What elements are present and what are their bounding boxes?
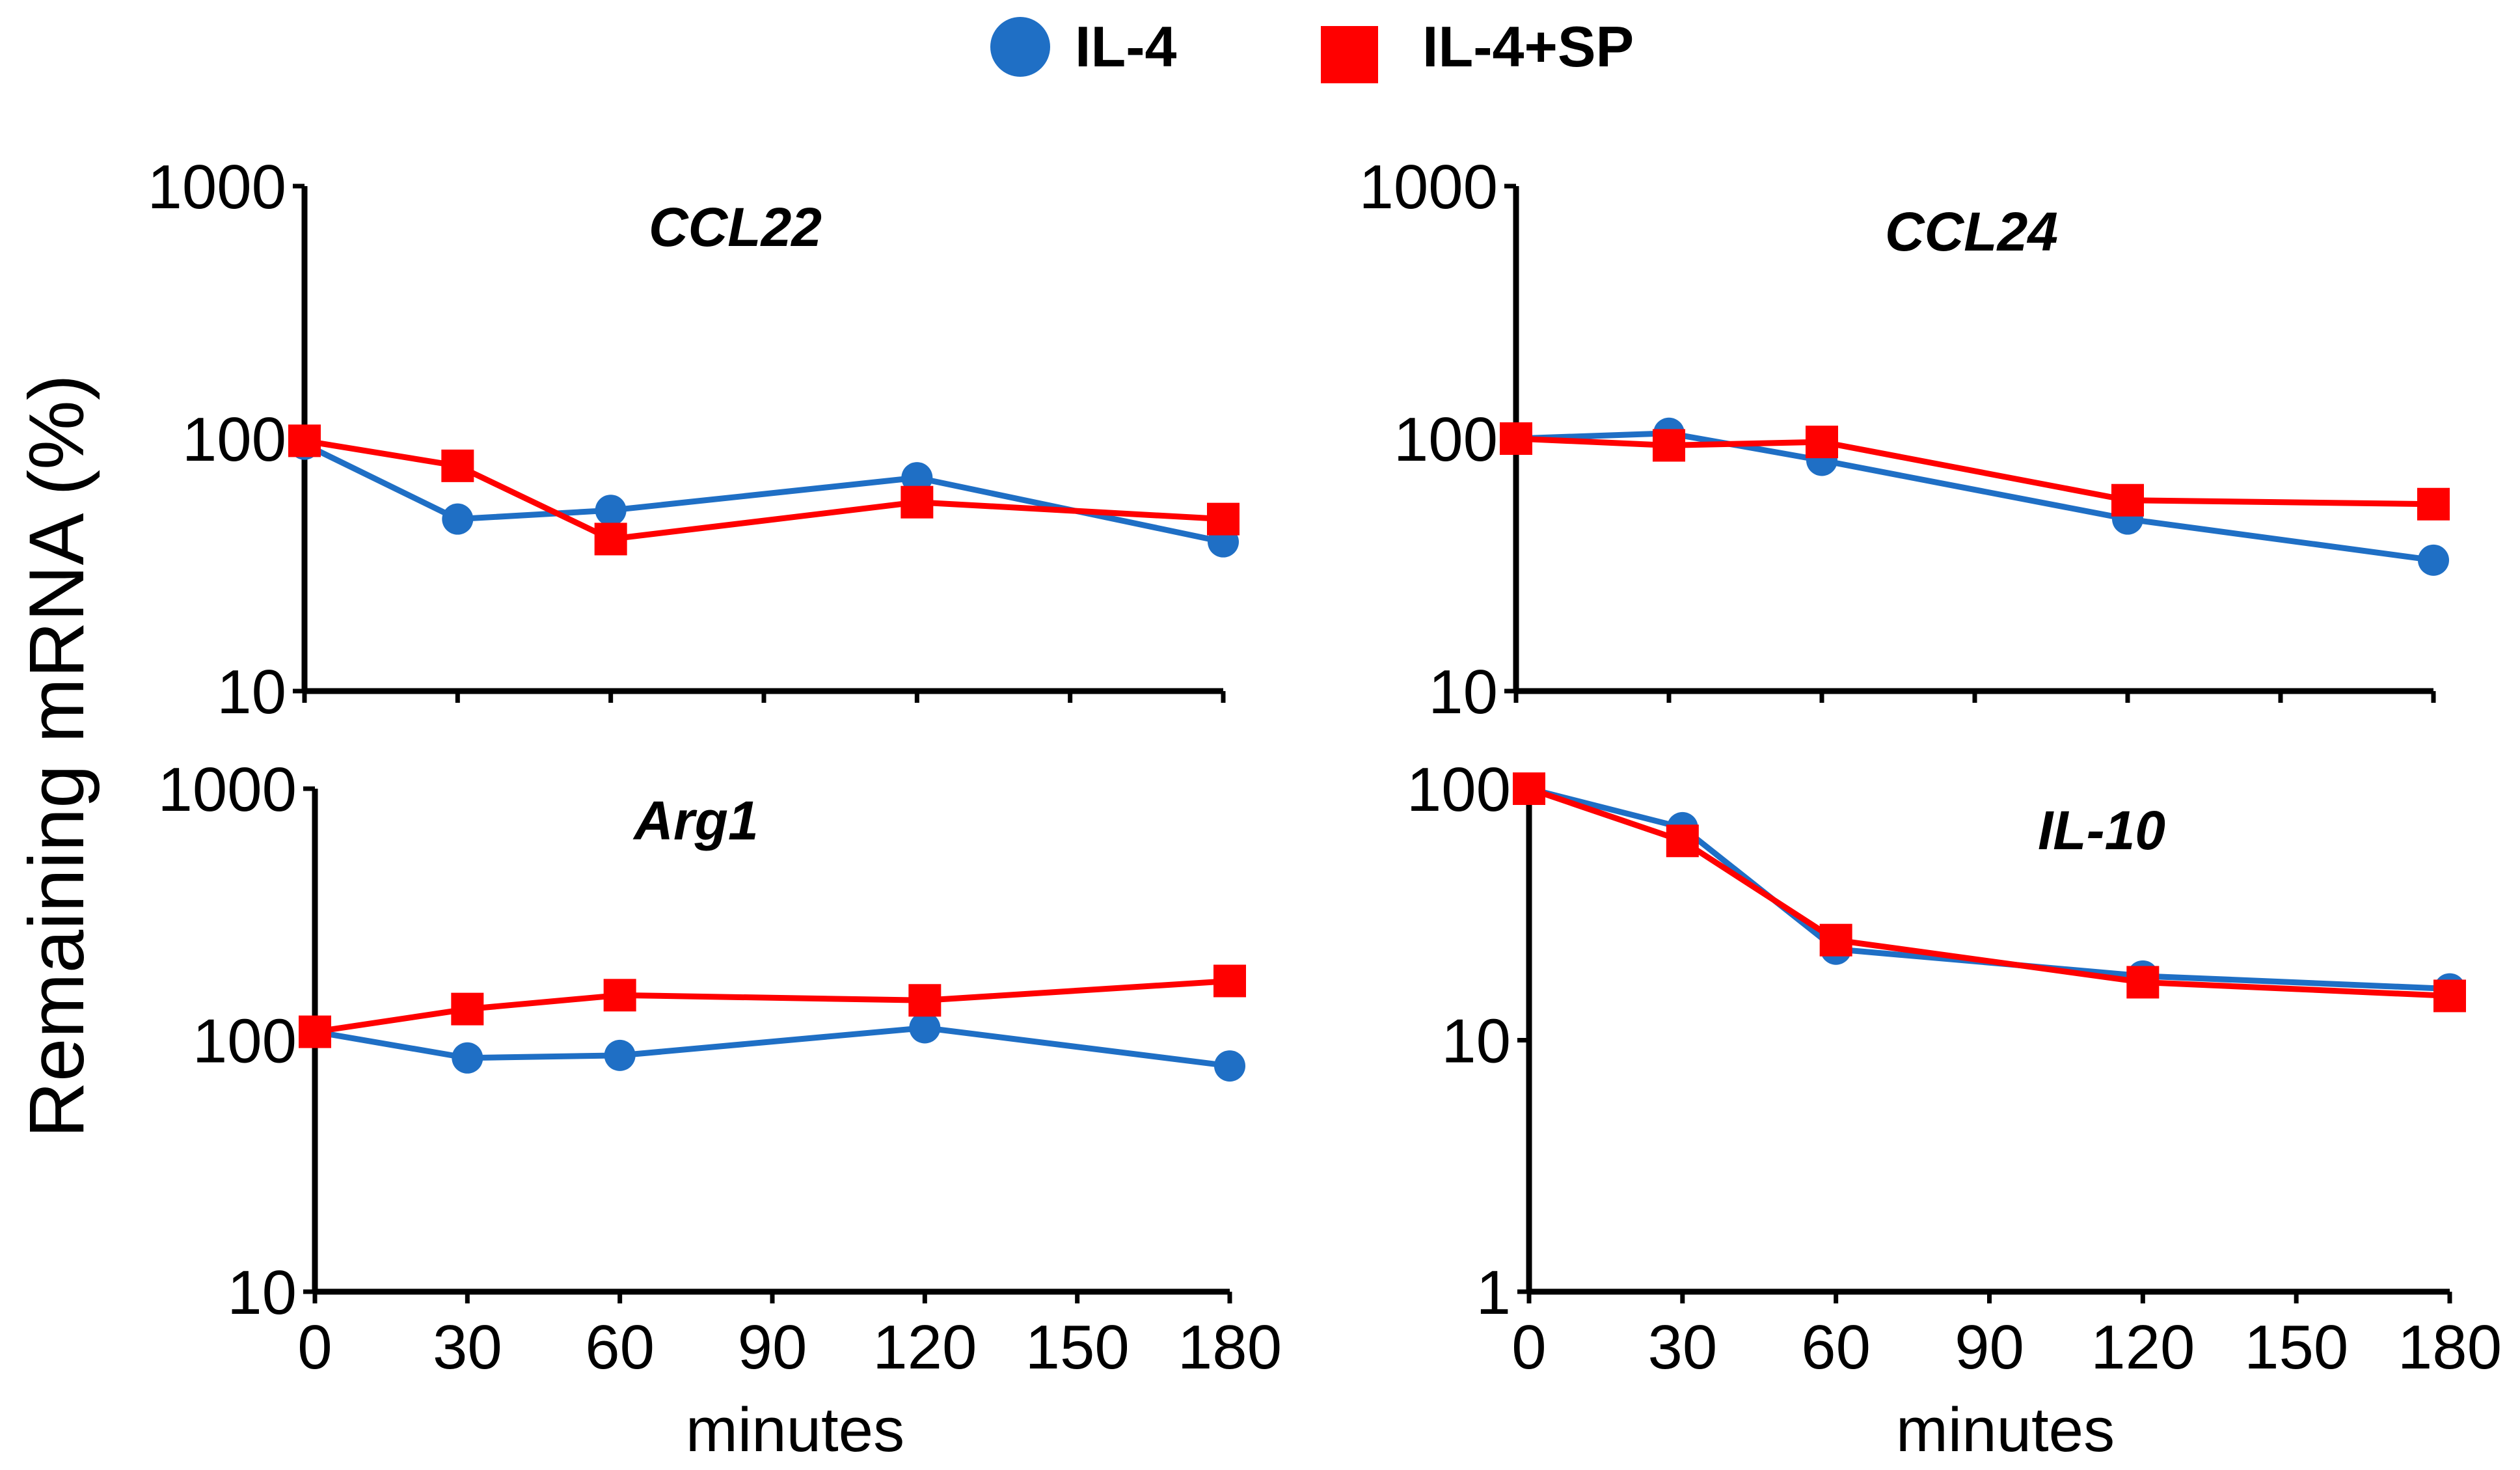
ccl22-il-4-point: [901, 462, 933, 494]
arg1-panel-title: Arg1: [632, 790, 758, 851]
arg1-x-tick-label: 0: [297, 1313, 332, 1382]
il-10-x-tick-label: 30: [1647, 1313, 1717, 1382]
arg1-il-4-point: [1214, 1050, 1245, 1082]
il-10-x-tick-label: 60: [1801, 1313, 1871, 1382]
legend-il4-marker: [990, 17, 1050, 77]
ccl24-il-4-sp-point: [1806, 426, 1838, 459]
il-10-x-tick-label: 180: [2398, 1313, 2502, 1382]
il-10-il-4-sp-point: [2126, 966, 2160, 999]
ccl22-il-4-point: [595, 495, 627, 526]
il-10-x-tick-label: 120: [2091, 1313, 2195, 1382]
panel-arg1: 10 100 1000 0 30 60 90 120 150 180 Arg1: [157, 755, 1282, 1382]
il-10-y-tick-label: 1: [1476, 1258, 1511, 1327]
arg1-il-4-sp-point: [908, 984, 942, 1017]
arg1-il-4-sp-point: [603, 979, 636, 1012]
legend-il4sp-marker: [1321, 26, 1378, 83]
il-10-x-tick-label: 0: [1511, 1313, 1546, 1382]
arg1-x-tick-label: 90: [738, 1313, 807, 1382]
panel-ccl22: 10 100 1000 CCL22: [147, 152, 1240, 727]
ccl24-il-4-sp-point: [2417, 487, 2450, 521]
arg1-il-4-point: [604, 1039, 636, 1071]
ccl22-il-4-point: [442, 503, 474, 535]
il-10-il-4-sp-point: [1819, 923, 1852, 957]
legend-il4-label: IL-4: [1075, 14, 1177, 79]
ccl22-il-4-sp-point: [441, 449, 474, 482]
ccl22-il-4-sp-point: [1207, 502, 1240, 536]
il-10-y-tick-label: 100: [1407, 755, 1511, 824]
il-10-x-tick-label: 90: [1955, 1313, 2024, 1382]
arg1-x-tick-label: 120: [873, 1313, 977, 1382]
il-10-il-4-sp-point: [2433, 979, 2466, 1013]
arg1-il-4-sp-point: [451, 992, 484, 1026]
ccl22-il-4-sp-point: [288, 424, 321, 457]
arg1-il-4-point: [452, 1042, 483, 1074]
legend-il4sp-label: IL-4+SP: [1422, 14, 1634, 79]
panel-il10: 1 10 100 0 30 60 90 120 150 180 IL-10: [1407, 755, 2502, 1382]
legend: IL-4 IL-4+SP: [990, 14, 1634, 83]
il-10-il-4-sp-point: [1513, 772, 1545, 805]
ccl22-y-tick-label: 100: [182, 405, 286, 474]
arg1-x-tick-label: 180: [1178, 1313, 1282, 1382]
il-10-il-4-sp-point: [1666, 824, 1699, 858]
ccl22-il-4-sp-point: [901, 485, 934, 519]
arg1-il-4-sp-point: [1213, 964, 1246, 998]
x-axis-title-left: minutes: [686, 1395, 904, 1465]
ccl22-il-4-sp-point: [594, 523, 627, 556]
arg1-x-tick-label: 30: [433, 1313, 502, 1382]
ccl24-il-4-sp-point: [1500, 422, 1532, 455]
arg1-x-tick-label: 150: [1025, 1313, 1130, 1382]
ccl24-y-tick-label: 100: [1394, 405, 1498, 474]
arg1-y-tick-label: 10: [227, 1258, 297, 1327]
arg1-y-tick-label: 100: [193, 1007, 297, 1076]
ccl24-y-tick-label: 10: [1428, 657, 1498, 727]
ccl24-il-4-sp-point: [2111, 483, 2144, 517]
arg1-y-tick-label: 1000: [157, 755, 297, 824]
ccl22-y-tick-label: 1000: [147, 152, 286, 222]
arg1-il-4-point: [909, 1012, 941, 1044]
panel-ccl24: 10 100 1000 CCL24: [1359, 152, 2450, 727]
ccl22-y-tick-label: 10: [217, 657, 286, 727]
ccl24-y-tick-label: 1000: [1359, 152, 1498, 222]
ccl24-panel-title: CCL24: [1885, 201, 2058, 262]
il-10-x-tick-label: 150: [2244, 1313, 2348, 1382]
y-axis-title: Remaining mRNA (%): [13, 374, 100, 1138]
arg1-x-tick-label: 60: [585, 1313, 655, 1382]
il-10-y-tick-label: 10: [1441, 1007, 1511, 1076]
ccl24-il-4-sp-point: [1653, 429, 1685, 462]
x-axis-title-right: minutes: [1896, 1395, 2115, 1465]
ccl22-panel-title: CCL22: [649, 197, 822, 258]
il-10-panel-title: IL-10: [2038, 800, 2165, 861]
ccl24-il-4-point: [2418, 544, 2449, 576]
arg1-il-4-sp-point: [299, 1015, 331, 1048]
